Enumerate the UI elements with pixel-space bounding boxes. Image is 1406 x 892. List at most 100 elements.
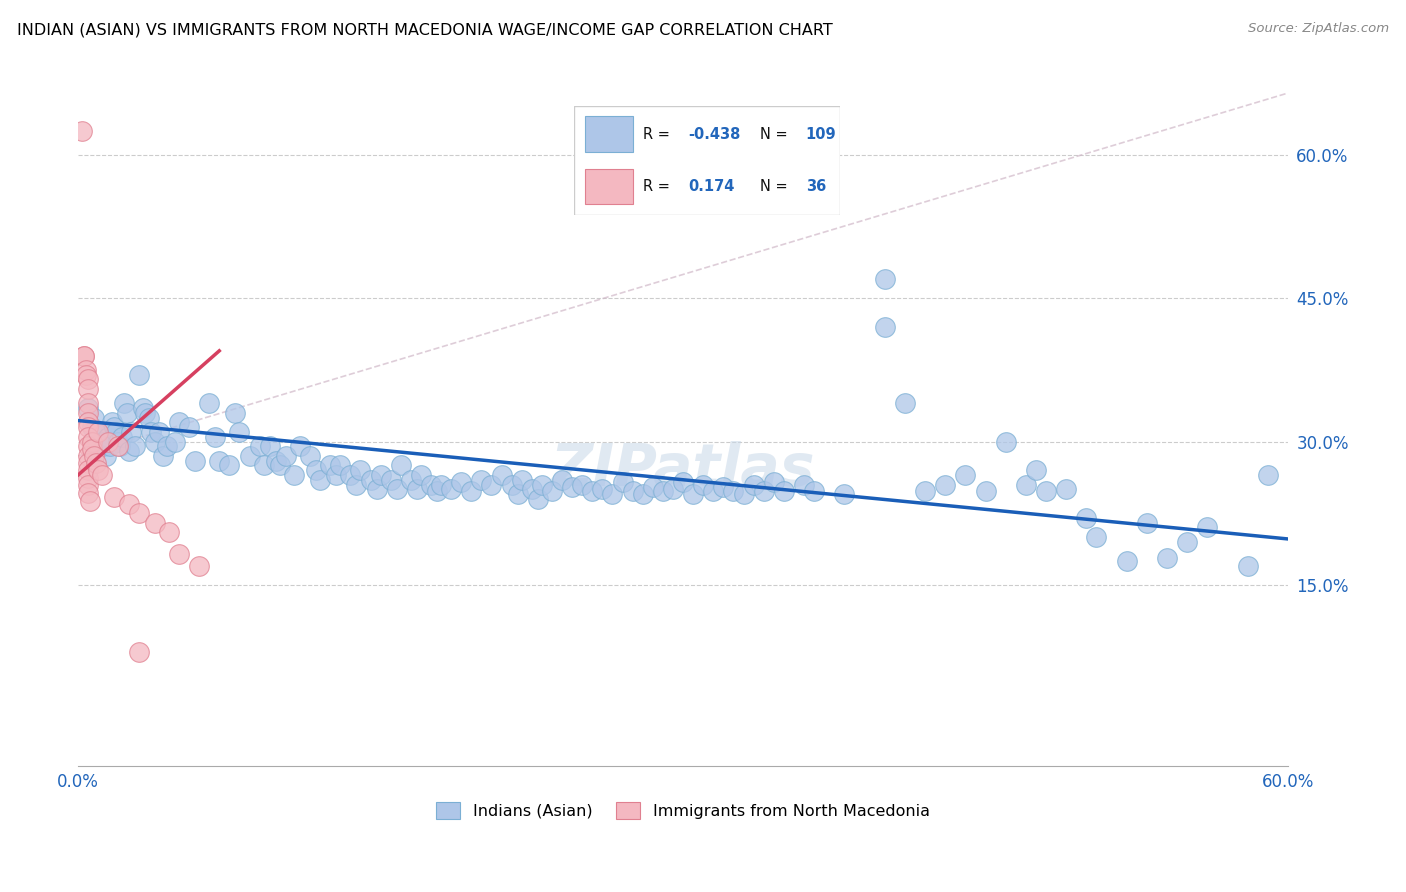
Point <box>329 458 352 473</box>
Point <box>339 467 361 482</box>
Point <box>298 449 321 463</box>
Point <box>131 401 153 416</box>
Point <box>692 477 714 491</box>
Point <box>793 477 815 491</box>
Point <box>773 484 796 499</box>
Point <box>139 425 162 439</box>
Point <box>79 493 101 508</box>
Point <box>440 483 463 497</box>
Point <box>1197 520 1219 534</box>
Point <box>873 320 896 334</box>
Point <box>167 547 190 561</box>
Point <box>134 406 156 420</box>
Point <box>274 449 297 463</box>
Point <box>1175 534 1198 549</box>
Point <box>834 487 856 501</box>
Point <box>742 477 765 491</box>
Point <box>73 349 96 363</box>
Point <box>77 401 100 416</box>
Point <box>349 463 371 477</box>
Point <box>107 439 129 453</box>
Point <box>96 449 118 463</box>
Point <box>77 382 100 396</box>
Point <box>198 396 221 410</box>
Point <box>1115 554 1137 568</box>
Point <box>77 416 100 430</box>
Point <box>711 480 734 494</box>
Point <box>591 483 613 497</box>
Point <box>103 420 125 434</box>
Point <box>82 442 104 457</box>
Point <box>91 467 114 482</box>
Point <box>93 439 115 453</box>
Point <box>399 473 422 487</box>
Point <box>723 484 745 499</box>
Point <box>631 487 654 501</box>
Point <box>602 487 624 501</box>
Point <box>309 473 332 487</box>
Point <box>114 396 136 410</box>
Point <box>491 467 513 482</box>
Point <box>157 525 180 540</box>
Point <box>97 434 120 449</box>
Point <box>77 439 100 453</box>
Point <box>77 463 100 477</box>
Point <box>641 480 664 494</box>
Point <box>955 467 977 482</box>
Point <box>259 439 281 453</box>
Point <box>77 420 100 434</box>
Point <box>111 430 134 444</box>
Point <box>481 477 503 491</box>
Point <box>366 483 388 497</box>
Point <box>83 449 105 463</box>
Point <box>163 434 186 449</box>
Point <box>360 473 382 487</box>
Point <box>83 410 105 425</box>
Point <box>156 439 179 453</box>
Point <box>87 425 110 439</box>
Point <box>752 484 775 499</box>
Point <box>97 430 120 444</box>
Point <box>101 416 124 430</box>
Point <box>894 396 917 410</box>
Point <box>651 484 673 499</box>
Point <box>581 484 603 499</box>
Point <box>682 487 704 501</box>
Point <box>510 473 533 487</box>
Point <box>75 368 97 382</box>
Point <box>1085 530 1108 544</box>
Point <box>974 484 997 499</box>
Point <box>120 425 142 439</box>
Text: Source: ZipAtlas.com: Source: ZipAtlas.com <box>1249 22 1389 36</box>
Point <box>143 516 166 530</box>
Point <box>506 487 529 501</box>
Point <box>177 420 200 434</box>
Point <box>224 406 246 420</box>
Point <box>1136 516 1159 530</box>
Point <box>87 463 110 477</box>
Point <box>389 458 412 473</box>
Point <box>460 484 482 499</box>
Point <box>325 467 347 482</box>
Point <box>238 449 260 463</box>
Text: ZIPatlas: ZIPatlas <box>551 441 815 498</box>
Point <box>117 497 139 511</box>
Point <box>184 453 207 467</box>
Point <box>128 506 150 520</box>
Point <box>138 410 160 425</box>
Point <box>249 439 271 453</box>
Point <box>621 484 644 499</box>
Point <box>105 425 128 439</box>
Point <box>733 487 755 501</box>
Point <box>994 434 1017 449</box>
Point <box>1257 467 1279 482</box>
Point <box>103 490 125 504</box>
Point <box>82 420 104 434</box>
Point <box>420 477 443 491</box>
Point <box>288 439 311 453</box>
Point <box>803 484 825 499</box>
Point <box>77 430 100 444</box>
Point <box>152 449 174 463</box>
Point <box>530 477 553 491</box>
Point <box>762 475 785 489</box>
